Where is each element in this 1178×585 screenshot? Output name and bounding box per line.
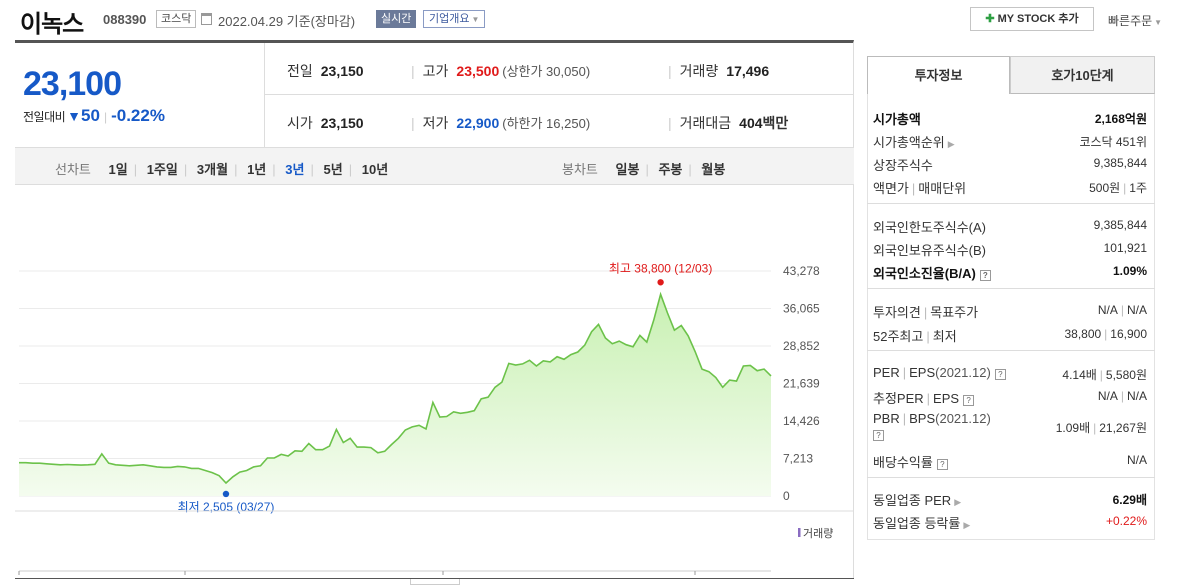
x-tick-label: 2021/01 [445, 576, 489, 578]
chevron-right-icon: ▶ [963, 520, 971, 530]
my-stock-add-button[interactable]: ✚ MY STOCK 추가 [970, 7, 1094, 31]
chevron-right-icon: ▶ [947, 139, 955, 149]
high-annotation: 최고 38,800 (12/03) [609, 261, 712, 275]
stat-high: | 고가 23,500 (상한가 30,050) [411, 63, 591, 79]
help-icon[interactable]: ? [979, 270, 991, 281]
price-chart-panel: 23,100 전일대비 ▼50 | -0.22% 전일 23,150 | 고가 23,500… [15, 40, 854, 578]
period-1d[interactable]: 1일 [108, 162, 128, 177]
row-52week: 52주최고 | 최저 38,800 | 16,900 [873, 327, 1147, 344]
y-tick-label: 7,213 [783, 452, 813, 466]
stat-amount: | 거래대금 404백만 [668, 115, 789, 131]
y-tick-label: 36,065 [783, 302, 820, 316]
line-chart-periods: 선차트 1일 | 1주일 | 3개월 | 1년 | 3년 | 5년 | 10년 [55, 162, 389, 177]
down-triangle-icon: ▼ [67, 108, 82, 124]
plus-icon: ✚ [985, 13, 995, 25]
chevron-down-icon: ▼ [1154, 18, 1163, 27]
row-industry-per[interactable]: 동일업종 PER ▶ 6.29배 [873, 493, 1147, 508]
period-3m[interactable]: 3개월 [196, 162, 229, 177]
row-foreign-hold: 외국인보유주식수(B) 101,921 [873, 241, 1147, 258]
row-pbr-bps: PBR | BPS(2021.12)? 1.09배 | 21,267원 [873, 411, 1147, 441]
price-chart[interactable]: 43,278 36,065 28,852 21,639 14,426 7,213 0 최고 3… [15, 188, 854, 578]
price-line [18, 291, 772, 485]
candle-weekly[interactable]: 주봉 [658, 162, 683, 177]
y-tick-label: 14,426 [783, 414, 820, 428]
change-label: 전일대비 [23, 110, 66, 124]
row-market-cap: 시가총액 2,168억원 [873, 112, 1147, 127]
row-opinion: 투자의견 | 목표주가 N/A | N/A [873, 303, 1147, 320]
chevron-right-icon: ▶ [954, 497, 962, 507]
row-foreign-ratio: 외국인소진율(B/A)? 1.09% [873, 264, 1147, 281]
current-price-block: 23,100 전일대비 ▼50 | -0.22% [15, 43, 265, 147]
company-overview-label: 기업개요 [429, 13, 470, 25]
stock-name: 이녹스 [20, 11, 84, 38]
row-per-eps: PER | EPS(2021.12)? 4.14배 | 5,580원 [873, 365, 1147, 382]
stat-volume: | 거래량 17,496 [668, 63, 770, 79]
y-tick-label: 43,278 [783, 264, 820, 278]
high-marker [657, 279, 664, 286]
current-price: 23,100 [23, 65, 122, 103]
period-1w[interactable]: 1주일 [146, 162, 178, 177]
candle-daily[interactable]: 일봉 [615, 162, 640, 177]
tab-investment-info[interactable]: 투자정보 [867, 56, 1010, 94]
candle-chart-periods: 봉차트 일봉 | 주봉 | 월봉 [562, 162, 726, 177]
stat-open: 시가 23,150 [287, 115, 364, 131]
row-industry-change[interactable]: 동일업종 등락률 ▶ +0.22% [873, 514, 1147, 531]
tab-order-book[interactable]: 호가10단계 [1010, 56, 1155, 94]
price-stats: 전일 23,150 | 고가 23,500 (상한가 30,050) | 거래량 17,49… [265, 43, 854, 147]
candle-monthly[interactable]: 월봉 [701, 162, 726, 177]
stock-code: 088390 [103, 12, 147, 27]
x-tick-label: 2020/01 [187, 576, 231, 578]
quick-order-dropdown[interactable]: 빠른주문 ▼ [1108, 12, 1162, 29]
period-1y[interactable]: 1년 [247, 162, 267, 177]
quick-order-label: 빠른주문 [1108, 14, 1153, 28]
volume-legend: 거래량 [803, 527, 833, 540]
x-tick-label: 2022/01 [697, 576, 741, 578]
help-icon[interactable]: ? [873, 430, 884, 441]
stat-prev-close: 전일 23,150 [287, 63, 364, 79]
row-foreign-limit: 외국인한도주식수(A) 9,385,844 [873, 218, 1147, 235]
low-annotation: 최저 2,505 (03/27) [178, 500, 275, 514]
candle-chart-label: 봉차트 [562, 162, 598, 177]
y-tick-label: 21,639 [783, 377, 820, 391]
calendar-icon [201, 13, 212, 25]
y-tick-label: 0 [783, 489, 790, 503]
low-marker [222, 490, 230, 498]
stock-header: 이녹스 088390 코스닥 2022.04.29 기준(장마감) 실시간 기업… [0, 0, 1178, 40]
price-change-row: 전일대비 ▼50 | -0.22% [23, 106, 165, 125]
row-shares: 상장주식수 9,385,844 [873, 156, 1147, 173]
volume-legend-icon [798, 528, 801, 537]
chart-period-bar: 선차트 1일 | 1주일 | 3개월 | 1년 | 3년 | 5년 | 10년 봉차트 일봉… [15, 147, 854, 185]
period-5y[interactable]: 5년 [323, 162, 343, 177]
x-tick-label: 2019/05 [21, 576, 65, 578]
line-chart-label: 선차트 [55, 162, 91, 177]
period-10y[interactable]: 10년 [361, 162, 389, 177]
help-icon[interactable]: ? [963, 395, 975, 406]
chart-expand-tab[interactable] [410, 579, 460, 585]
realtime-badge[interactable]: 실시간 [376, 10, 417, 28]
help-icon[interactable]: ? [994, 369, 1006, 380]
my-stock-label: MY STOCK 추가 [997, 13, 1079, 25]
market-badge: 코스닥 [156, 10, 197, 28]
change-percent: -0.22% [111, 106, 165, 125]
row-dividend: 배당수익률? N/A [873, 453, 1147, 470]
period-3y[interactable]: 3년 [285, 162, 305, 177]
row-face-value: 액면가 | 매매단위 500원 | 1주 [873, 181, 1147, 196]
price-area [19, 294, 771, 496]
row-est-per: 추정PER | EPS? N/A | N/A [873, 389, 1147, 406]
investment-info-panel: 투자정보 호가10단계 시가총액 2,168억원 시가총액순위 ▶ 코스닥 451… [867, 56, 1155, 540]
investment-info-table: 시가총액 2,168억원 시가총액순위 ▶ 코스닥 451위 상장주식수 9,38… [867, 94, 1155, 540]
change-value: 50 [81, 106, 100, 125]
row-cap-rank[interactable]: 시가총액순위 ▶ 코스닥 451위 [873, 135, 1147, 150]
base-date: 2022.04.29 기준(장마감) [218, 14, 356, 29]
right-tabs: 투자정보 호가10단계 [867, 56, 1155, 94]
stat-low: | 저가 22,900 (하한가 16,250) [411, 115, 591, 131]
y-tick-label: 28,852 [783, 339, 820, 353]
chevron-down-icon: ▼ [471, 15, 480, 24]
company-overview-dropdown[interactable]: 기업개요 ▼ [423, 10, 486, 28]
help-icon[interactable]: ? [936, 459, 948, 470]
